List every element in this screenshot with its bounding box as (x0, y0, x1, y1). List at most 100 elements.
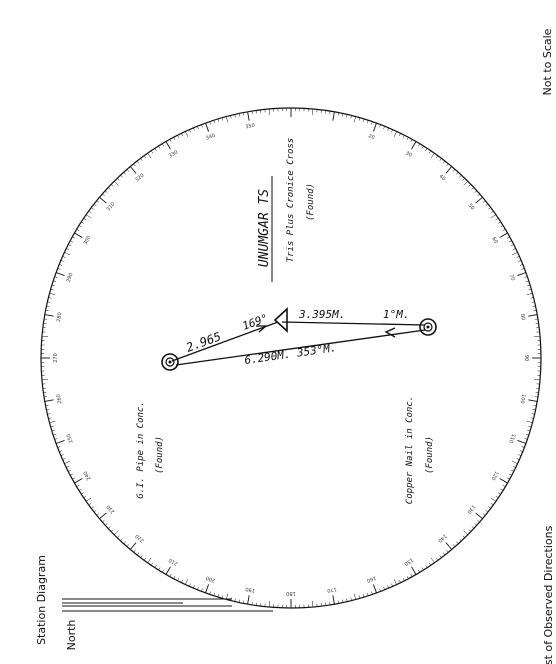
compass-tick (129, 166, 137, 174)
compass-tick (140, 158, 143, 161)
compass-tick (91, 506, 94, 509)
compass-tick (48, 297, 52, 299)
compass-tick (471, 187, 475, 190)
compass-tick (452, 169, 456, 172)
compass-tick (110, 184, 114, 187)
compass-tick (519, 450, 523, 452)
main-station-triangle-icon (273, 307, 288, 333)
compass-tick-label: 310 (106, 201, 117, 212)
compass-tick (350, 597, 352, 601)
compass-tick (129, 542, 137, 550)
compass-tick (234, 598, 236, 602)
compass-tick (136, 552, 140, 556)
compass-tick (510, 244, 514, 247)
compass-tick (508, 473, 512, 476)
compass-tick (114, 181, 119, 186)
compass-tick (482, 513, 486, 516)
compass-tick (528, 288, 532, 291)
west-station-marker-icon (161, 353, 179, 371)
compass-tick (44, 399, 54, 402)
compass-tick-label: 270 (53, 353, 59, 363)
compass-tick (418, 143, 420, 147)
compass-tick (402, 135, 405, 139)
compass-tick (165, 566, 171, 575)
compass-tick (158, 567, 161, 571)
compass-tick (78, 488, 82, 491)
compass-tick (521, 446, 525, 448)
compass-tick (169, 573, 172, 577)
compass-tick (517, 272, 527, 276)
diagram-title: Station Diagram (35, 555, 48, 645)
compass-tick (500, 225, 504, 228)
compass-tick (209, 591, 211, 595)
compass-tick-label: 180 (286, 590, 296, 596)
compass-tick (495, 495, 499, 499)
compass-tick (358, 117, 361, 121)
compass-tick (51, 429, 55, 432)
compass-tick (189, 583, 191, 587)
compass-tick (353, 593, 356, 600)
compass-tick-label: 120 (490, 470, 500, 481)
compass-tick (373, 584, 377, 594)
scale-note: Not to Scale (541, 28, 554, 95)
compass-tick (181, 579, 183, 583)
compass-tick (362, 594, 365, 598)
compass-tick (55, 440, 65, 444)
compass-tick (47, 413, 51, 415)
compass-tick (68, 469, 72, 472)
compass-tick (468, 184, 472, 187)
compass-tick (399, 133, 401, 137)
compass-tick (475, 512, 483, 520)
compass-tick (439, 555, 442, 558)
north-arrow (62, 598, 273, 612)
compass-tick (120, 538, 123, 542)
compass-tick (197, 126, 199, 130)
compass-tick (66, 248, 70, 250)
compass-tick (117, 177, 120, 181)
compass-tick (123, 541, 126, 544)
compass-tick (534, 379, 541, 381)
compass-tick (531, 301, 535, 303)
compass-tick (342, 113, 344, 117)
compass-tick (512, 466, 516, 468)
compass-tick (477, 519, 480, 523)
compass-tick (238, 599, 240, 603)
compass-tick-label: 220 (134, 533, 145, 544)
compass-tick-label: 40 (438, 174, 447, 183)
compass-tick (532, 409, 536, 411)
compass-tick (525, 434, 529, 436)
compass-tick (165, 141, 171, 150)
compass-tick (230, 597, 232, 601)
compass-tick (117, 535, 120, 539)
compass-tick (528, 399, 538, 402)
compass-tick (120, 174, 123, 178)
compass-tick (406, 137, 409, 141)
compass-tick (83, 217, 87, 221)
compass-tick (485, 203, 489, 207)
compass-tick (371, 591, 373, 595)
compass-tick (197, 586, 199, 590)
compass-tick (531, 413, 535, 415)
compass-tick (373, 122, 377, 132)
compass-tick (181, 133, 183, 137)
compass-tick (177, 135, 180, 139)
compass-tick (518, 260, 522, 262)
compass-tick (136, 160, 140, 164)
compass-tick (524, 276, 528, 278)
compass-tick (86, 214, 92, 219)
compass-tick (527, 429, 531, 432)
compass-tick-label: 90 (523, 355, 529, 361)
compass-tick (516, 256, 520, 258)
compass-tick (154, 148, 157, 151)
compass-tick (485, 509, 489, 513)
compass-tick (430, 557, 435, 563)
compass-tick (410, 139, 413, 143)
compass-tick (488, 506, 491, 509)
compass-tick (193, 127, 195, 131)
compass-tick (93, 509, 97, 513)
main-station-name: UNUMGAR TS (257, 189, 272, 267)
compass-tick (488, 207, 491, 210)
compass-tick (268, 601, 270, 608)
compass-tick (123, 172, 126, 175)
compass-tick (107, 526, 111, 529)
